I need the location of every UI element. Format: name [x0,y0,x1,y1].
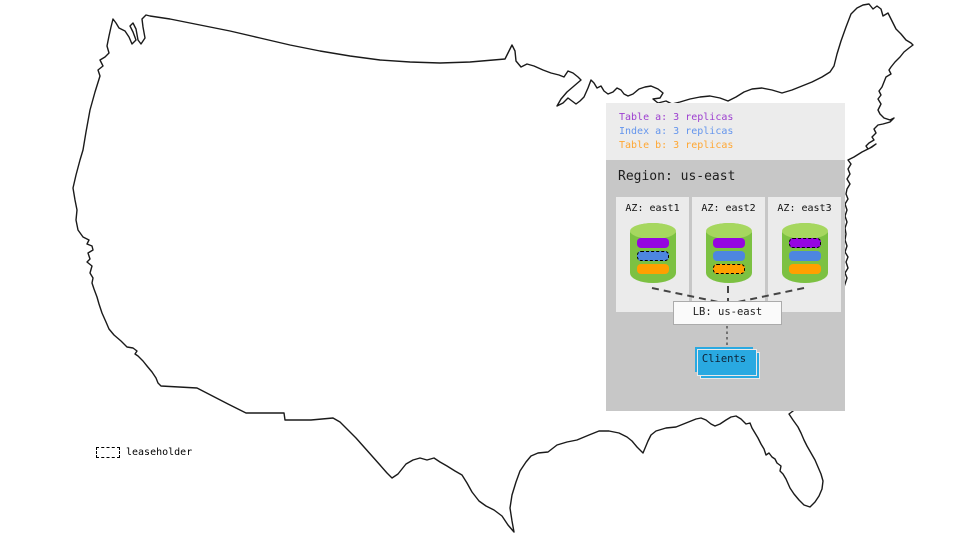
az-east2: AZ: east2 [692,197,765,312]
database-cylinder-icon [705,223,752,283]
legend-item-table-a: Table a: 3 replicas [619,112,734,123]
az-east1: AZ: east1 [616,197,689,312]
legend-item-table-b: Table b: 3 replicas [619,140,734,151]
region-us-east: Region: us-east AZ: east1 AZ: east2 [606,160,845,411]
az-east3: AZ: east3 [768,197,841,312]
leaseholder-key: leaseholder [96,447,192,458]
index-a-replica-bar [788,251,821,261]
table-b-replica-bar [712,264,745,274]
table-b-replica-bar [788,264,821,274]
table-a-replica-bar [636,238,669,248]
region-panel: Table a: 3 replicas Index a: 3 replicas … [606,103,845,411]
az-row: AZ: east1 AZ: east2 [616,197,841,312]
az-east3-label: AZ: east3 [777,203,832,214]
table-a-replica-bar [712,238,745,248]
database-cylinder-icon [629,223,676,283]
load-balancer-box: LB: us-east [673,301,782,325]
replica-bars [712,238,745,274]
legend-item-index-a: Index a: 3 replicas [619,126,734,137]
index-a-replica-bar [636,251,669,261]
replica-bars [636,238,669,274]
database-cylinder-icon [781,223,828,283]
index-a-replica-bar [712,251,745,261]
table-a-replica-bar [788,238,821,248]
table-b-replica-bar [636,264,669,274]
region-title: Region: us-east [618,169,736,184]
leaseholder-key-label: leaseholder [126,447,193,458]
az-east2-label: AZ: east2 [701,203,756,214]
replica-bars [788,238,821,274]
clients-box: Clients [695,347,760,379]
replica-legend: Table a: 3 replicas Index a: 3 replicas … [606,103,845,160]
leaseholder-swatch-icon [96,447,120,458]
us-map-path [72,3,914,533]
az-east1-label: AZ: east1 [625,203,680,214]
